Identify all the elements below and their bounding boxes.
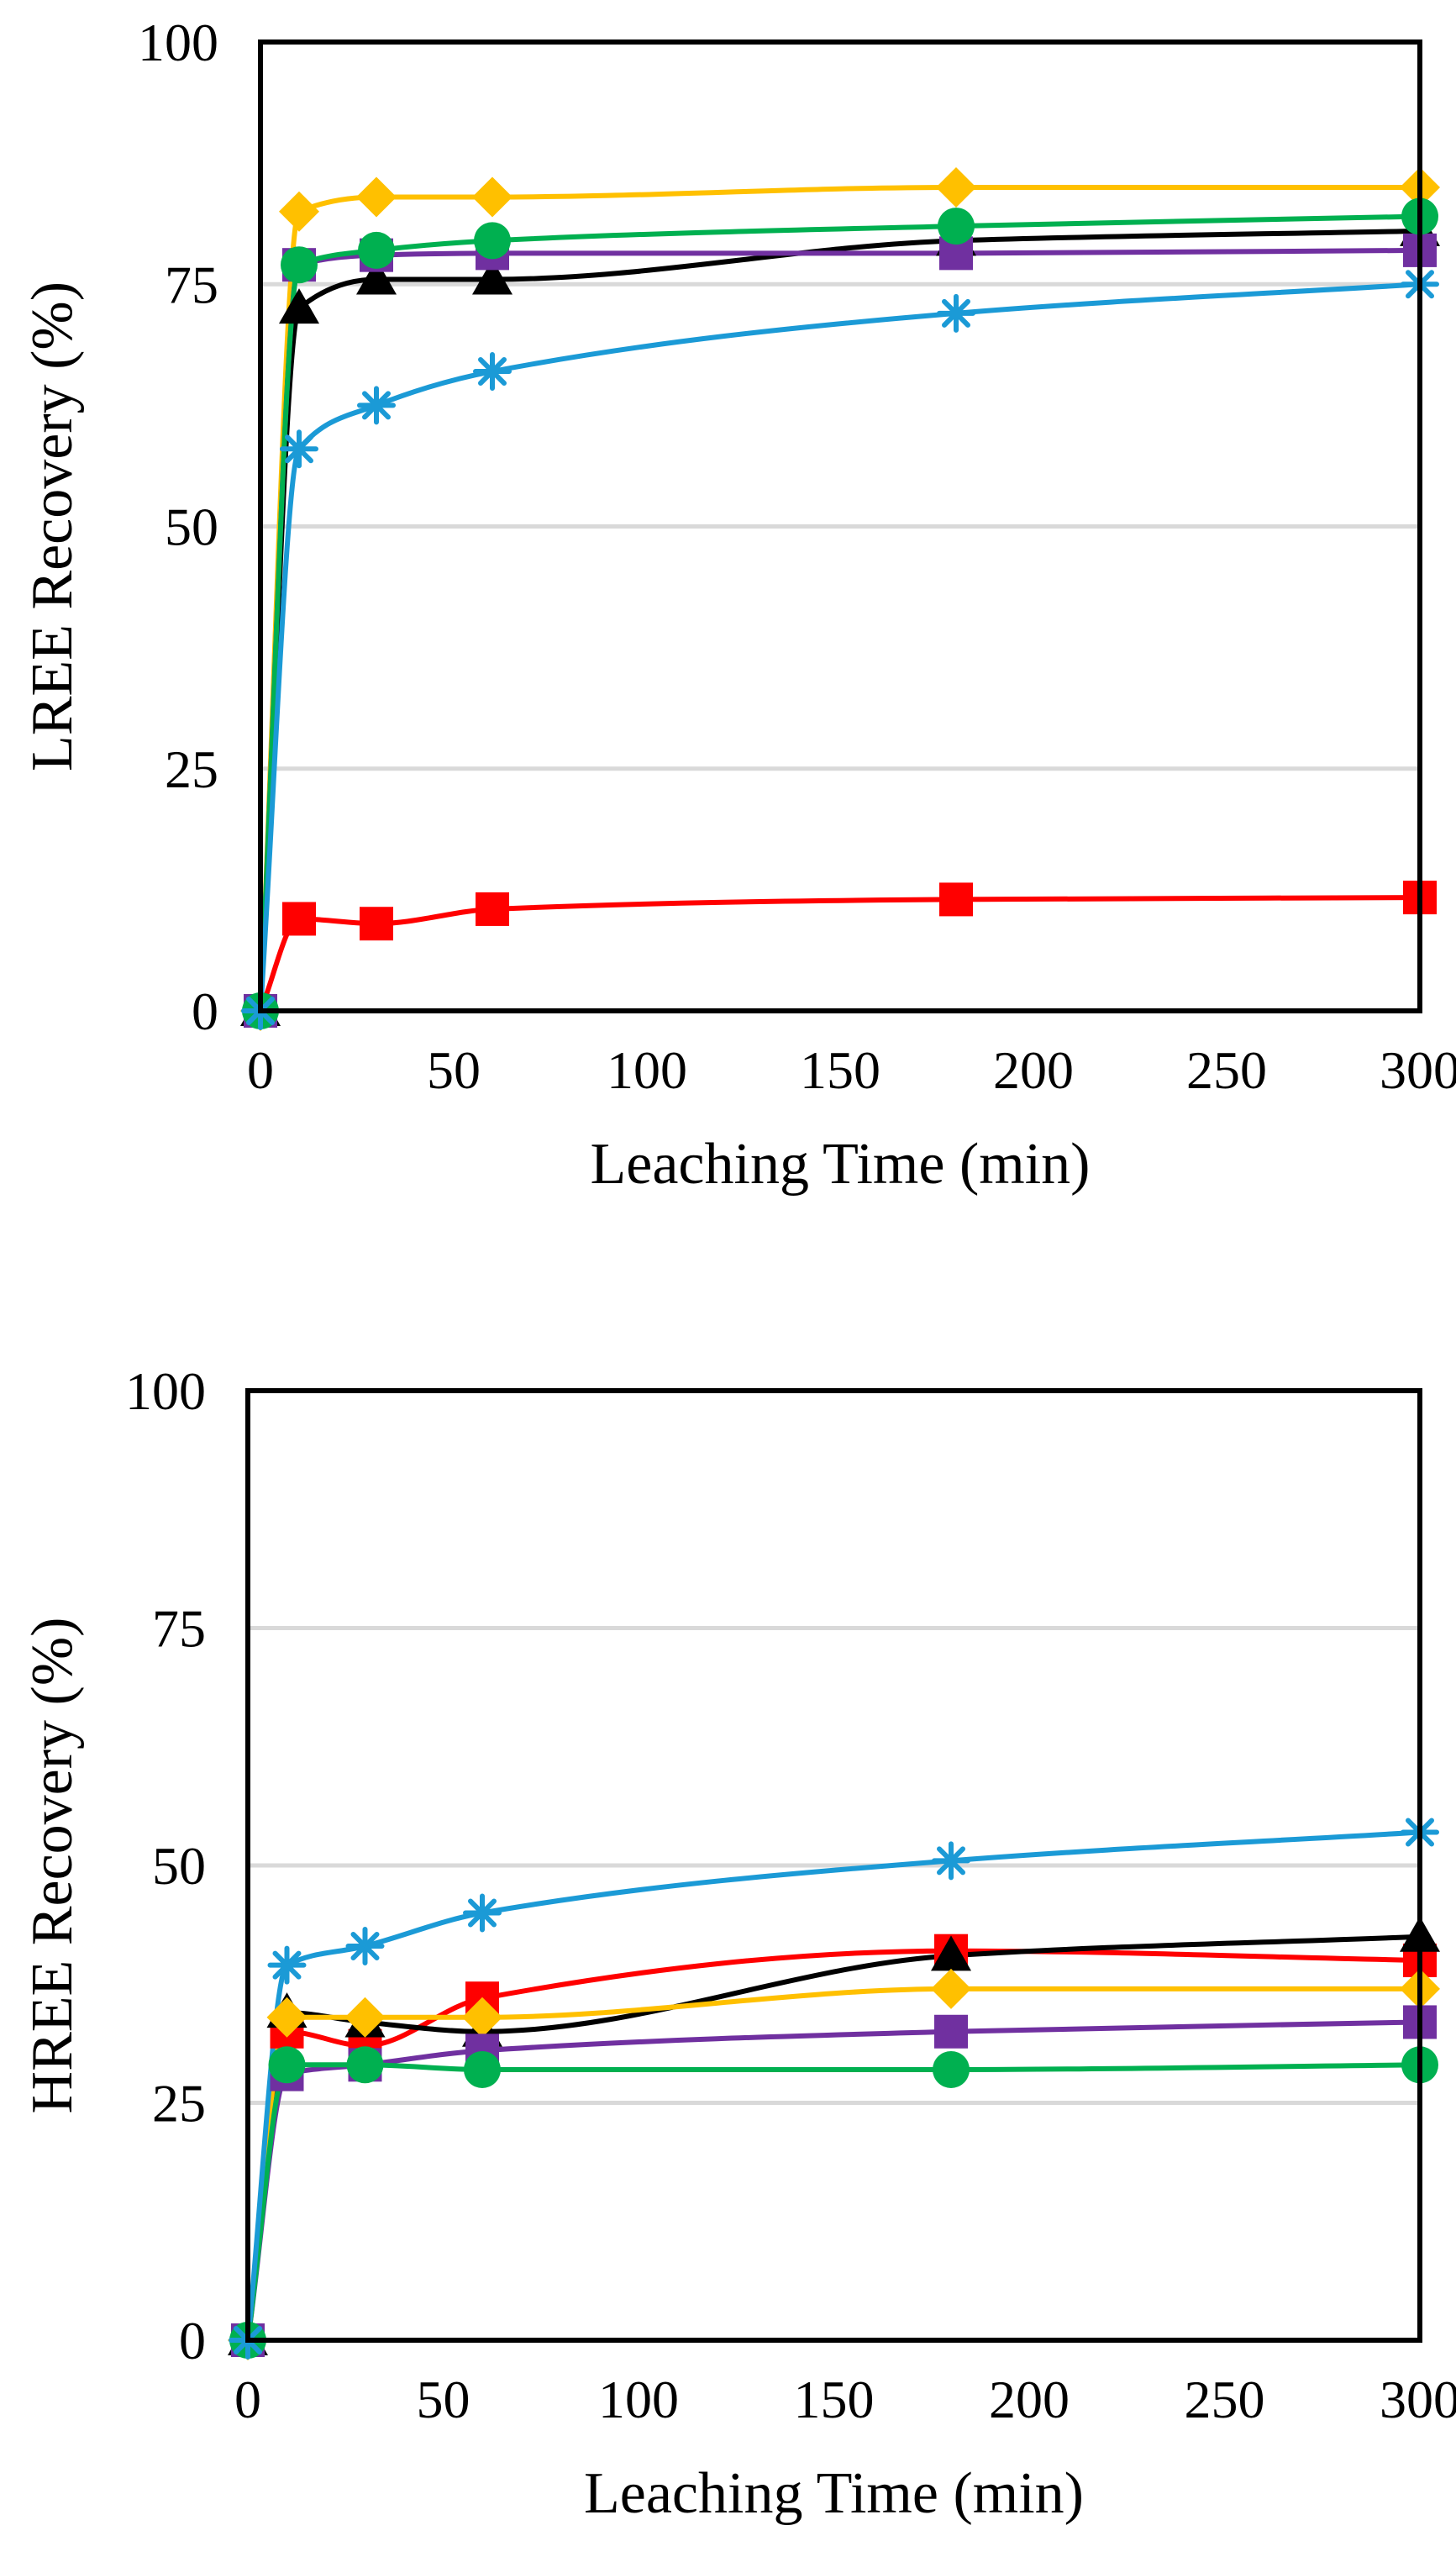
series-line-blue-asterisk: [245, 1829, 1421, 2341]
data-point-blue-asterisk-2: [345, 1927, 385, 1966]
data-point-gold-diamond-4: [936, 166, 976, 208]
data-point-black-triangle-4: [931, 1935, 971, 1971]
y-tick-label: 50: [165, 497, 218, 557]
y-tick-label: 100: [138, 13, 218, 72]
data-point-red-square-3: [476, 892, 509, 926]
x-tick-label: 50: [427, 1040, 481, 1100]
series-line-gold-diamond: [245, 1986, 1420, 2341]
data-point-green-circle-3: [464, 2050, 501, 2088]
series-line-black-triangle: [258, 228, 1421, 1012]
x-tick-label: 300: [1380, 2370, 1456, 2429]
y-tick-label: 100: [125, 1361, 206, 1421]
x-tick-label: 200: [993, 1040, 1074, 1100]
data-point-gold-diamond-2: [356, 176, 397, 218]
y-tick-label: 0: [179, 2311, 206, 2370]
x-tick-label: 0: [234, 2370, 261, 2429]
y-tick-label: 25: [152, 2074, 206, 2133]
series-markers-purple-square: [244, 233, 1437, 1028]
y-tick-label: 0: [192, 981, 218, 1041]
series-markers-black-triangle: [240, 210, 1440, 1026]
series-line-green-circle: [258, 213, 1421, 1012]
plot-frame: [258, 39, 1422, 1013]
data-point-blue-asterisk-1: [280, 429, 318, 469]
data-point-green-circle-4: [938, 208, 975, 245]
data-point-green-circle-2: [358, 231, 395, 269]
x-tick-label: 0: [247, 1040, 274, 1100]
series-markers-black-triangle: [228, 1916, 1440, 2355]
data-point-gold-diamond-3: [472, 176, 512, 218]
y-tick-label: 25: [165, 739, 218, 799]
series-line-red-square: [245, 1948, 1421, 2341]
x-tick-label: 250: [1186, 1040, 1267, 1100]
series-markers-green-circle: [229, 2046, 1438, 2359]
series-markers-blue-asterisk: [241, 265, 1439, 1030]
x-axis-title: Leaching Time (min): [591, 1132, 1091, 1197]
data-point-gold-diamond-1: [279, 191, 319, 232]
x-tick-label: 100: [607, 1040, 687, 1100]
x-tick-label: 250: [1185, 2370, 1265, 2429]
data-point-blue-asterisk-3: [473, 352, 512, 392]
data-point-purple-square-4: [934, 2014, 968, 2049]
data-point-gold-diamond-1: [266, 1997, 307, 2038]
data-point-green-circle-4: [933, 2050, 970, 2088]
data-point-green-circle-1: [268, 2046, 306, 2084]
y-axis-title: LREE Recovery (%): [20, 281, 85, 771]
data-point-green-circle-2: [346, 2046, 384, 2084]
series-line-gold-diamond: [258, 184, 1420, 1012]
data-point-blue-asterisk-1: [267, 1945, 307, 1985]
data-point-gold-diamond-3: [462, 1997, 502, 2038]
data-point-blue-asterisk-4: [937, 293, 975, 333]
data-point-red-square-4: [939, 882, 973, 917]
y-tick-label: 75: [152, 1599, 206, 1659]
plot-frame: [245, 1388, 1422, 2343]
series-markers-blue-asterisk: [229, 1813, 1439, 2360]
x-tick-label: 150: [794, 2370, 875, 2429]
x-tick-label: 200: [989, 2370, 1070, 2429]
data-point-gold-diamond-4: [931, 1968, 971, 2009]
series-line-red-square: [258, 895, 1421, 1013]
y-axis-title: HREE Recovery (%): [20, 1618, 85, 2114]
y-tick-label: 50: [152, 1836, 206, 1896]
data-point-gold-diamond-2: [344, 1997, 386, 2038]
x-tick-label: 50: [417, 2370, 470, 2429]
data-point-black-triangle-2: [356, 259, 397, 295]
y-tick-label: 75: [165, 255, 218, 314]
data-point-blue-asterisk-2: [357, 386, 396, 425]
chart-panel-1: 0 25 50 75 100 0 50 100 150 200 250 300 Leaching Tim…: [20, 13, 1456, 1197]
x-axis-title: Leaching Time (min): [584, 2461, 1084, 2526]
chart-panel-2: 0 25 50 75 100 0 50 100 150 200 250 300 Leaching Tim…: [20, 1361, 1456, 2526]
x-tick-label: 100: [598, 2370, 679, 2429]
data-point-green-circle-1: [281, 246, 318, 284]
data-point-black-triangle-1: [279, 288, 319, 324]
series-line-green-circle: [245, 2062, 1421, 2341]
series-line-black-triangle: [245, 1934, 1421, 2341]
data-point-red-square-1: [282, 902, 316, 936]
data-point-blue-asterisk-3: [463, 1893, 502, 1933]
data-point-green-circle-3: [474, 222, 511, 260]
data-point-black-triangle-3: [472, 259, 512, 295]
data-point-blue-asterisk-4: [932, 1841, 970, 1881]
series-markers-red-square: [231, 1934, 1437, 2357]
x-tick-label: 300: [1380, 1040, 1456, 1100]
x-tick-label: 150: [800, 1040, 880, 1100]
data-point-red-square-2: [360, 907, 393, 941]
